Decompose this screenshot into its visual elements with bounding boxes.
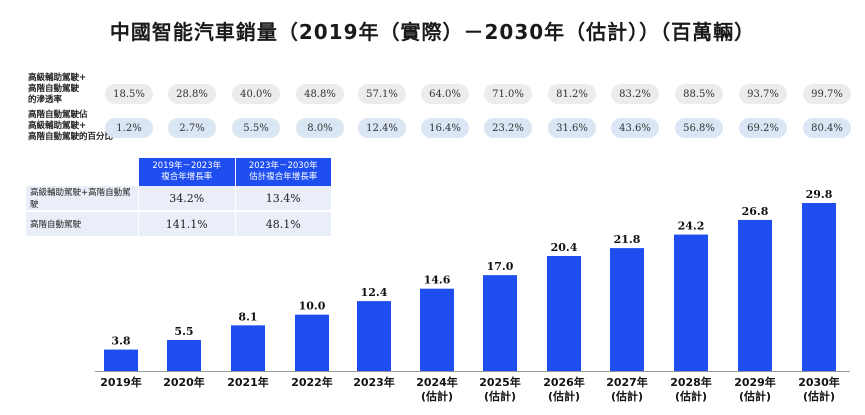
bar [104, 349, 138, 371]
bar-value-label: 24.2 [678, 220, 705, 233]
high-level-share-value: 1.2% [105, 118, 153, 138]
penetration-rate-value: 88.5% [675, 84, 723, 104]
x-tick-label: 2028年 [670, 375, 712, 389]
bar [802, 203, 836, 371]
penetration-rate-value: 57.1% [358, 84, 406, 104]
penetration-rate-value: 18.5% [105, 84, 153, 104]
bar [483, 275, 517, 371]
penetration-rate-value: 99.7% [803, 84, 851, 104]
bar [610, 248, 644, 371]
bar [231, 325, 265, 371]
high-level-share-value: 43.6% [611, 118, 659, 138]
chart-title: 中國智能汽車銷量（2019年（實際）－2030年（估計））（百萬輛） [109, 20, 756, 44]
x-tick-label: (估計) [803, 389, 835, 403]
penetration-rate-value: 83.2% [611, 84, 659, 104]
bar [295, 314, 329, 371]
high-level-share-value: 12.4% [358, 118, 406, 138]
cagr-row-label: 高階自動駕駛 [26, 211, 139, 238]
x-tick-label: 2029年 [734, 375, 776, 389]
x-tick-label: (估計) [484, 389, 516, 403]
penetration-rate-value: 48.8% [296, 84, 344, 104]
bar-value-label: 29.8 [806, 188, 833, 201]
x-tick-label: 2027年 [606, 375, 648, 389]
bar-value-label: 17.0 [487, 260, 514, 273]
x-tick-label: 2021年 [227, 375, 269, 389]
bar-value-label: 5.5 [174, 325, 193, 338]
x-tick-label: (估計) [739, 389, 771, 403]
penetration-rate-value: 93.7% [739, 84, 787, 104]
cagr-header-2019-2023: 2019年－2023年 複合年增長率 [138, 158, 236, 186]
high-level-share-value: 5.5% [232, 118, 280, 138]
high-level-share-value: 8.0% [296, 118, 344, 138]
penetration-rate-value: 28.8% [168, 84, 216, 104]
high-level-share-value: 23.2% [484, 118, 532, 138]
bar-value-label: 8.1 [238, 310, 257, 323]
bar-value-label: 20.4 [551, 241, 578, 254]
x-tick-label: 2026年 [543, 375, 585, 389]
x-tick-label: 2030年 [798, 375, 840, 389]
bar [674, 234, 708, 371]
penetration-rate-value: 71.0% [484, 84, 532, 104]
penetration-rate-value: 81.2% [548, 84, 596, 104]
bar [738, 219, 772, 371]
high-level-share-label: 高階自動駕駛佔 高級輔助駕駛+ 高階自動駕駛的百分比 [28, 110, 114, 142]
high-level-share-value: 31.6% [548, 118, 596, 138]
table-row: 高階自動駕駛 141.1% 48.1% [26, 211, 332, 238]
bar [357, 301, 391, 371]
x-tick-label: (估計) [675, 389, 707, 403]
cagr-value: 141.1% [138, 211, 236, 238]
x-tick-label: (估計) [421, 389, 453, 403]
penetration-rate-value: 64.0% [421, 84, 469, 104]
cagr-value: 13.4% [235, 186, 332, 212]
x-tick-label: 2025年 [479, 375, 521, 389]
cagr-table: 2019年－2023年 複合年增長率 2023年－2030年 估計複合年增長率 … [26, 158, 332, 238]
bar-value-label: 10.0 [299, 300, 326, 313]
high-level-share-value: 16.4% [421, 118, 469, 138]
cagr-header-blank [26, 158, 139, 186]
high-level-share-value: 80.4% [803, 118, 851, 138]
cagr-header-2023-2030: 2023年－2030年 估計複合年增長率 [235, 158, 332, 186]
cagr-value: 34.2% [138, 186, 236, 212]
bar [420, 288, 454, 371]
bar [167, 339, 201, 371]
penetration-rate-value: 40.0% [232, 84, 280, 104]
bar-value-label: 26.8 [742, 205, 769, 218]
table-row: 高級輔助駕駛+高階自動駕駛 34.2% 13.4% [26, 186, 332, 212]
bar-value-label: 14.6 [424, 274, 451, 287]
x-tick-label: 2022年 [291, 375, 333, 389]
bar-value-label: 12.4 [361, 286, 388, 299]
high-level-share-value: 56.8% [675, 118, 723, 138]
x-tick-label: (估計) [611, 389, 643, 403]
high-level-share-value: 2.7% [168, 118, 216, 138]
penetration-rate-label: 高級輔助駕駛+ 高階自動駕駛 的滲透率 [28, 73, 87, 105]
bar-value-label: 21.8 [614, 233, 641, 246]
x-tick-label: 2019年 [100, 375, 142, 389]
x-tick-label: 2020年 [163, 375, 205, 389]
high-level-share-value: 69.2% [739, 118, 787, 138]
cagr-row-label: 高級輔助駕駛+高階自動駕駛 [26, 186, 139, 212]
bar-value-label: 3.8 [111, 335, 130, 348]
x-tick-label: (估計) [548, 389, 580, 403]
cagr-value: 48.1% [235, 211, 332, 238]
bar [547, 255, 581, 371]
x-tick-label: 2023年 [353, 375, 395, 389]
x-tick-label: 2024年 [416, 375, 458, 389]
